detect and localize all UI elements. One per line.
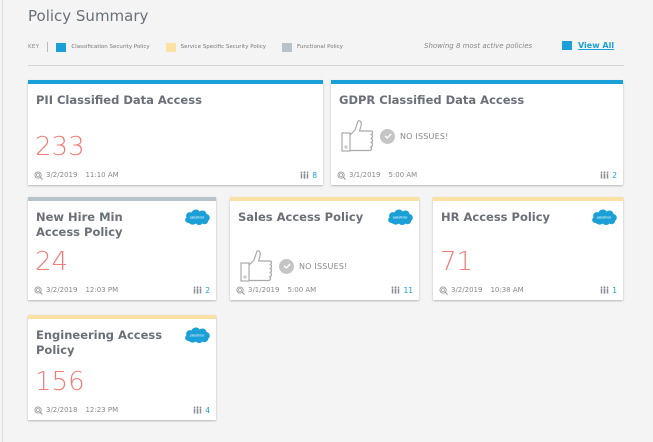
page-edge (2, 0, 3, 442)
scan-date: 3/2/2018 (46, 406, 78, 414)
users-group-icon (193, 406, 202, 414)
scan-date: 3/2/2019 (46, 286, 78, 294)
scan-time: 10:38 AM (490, 286, 524, 294)
policy-card-gdpr[interactable]: GDPR Classified Data Access NO ISSUES! 3… (331, 80, 623, 185)
users-count-link[interactable]: 2 (193, 286, 210, 295)
scan-time: 12:23 PM (85, 406, 119, 414)
issue-count: 233 (35, 132, 85, 162)
users-count[interactable]: 8 (312, 170, 317, 180)
users-count-link[interactable]: 4 (193, 406, 210, 415)
scan-time: 5:00 AM (388, 171, 418, 179)
showing-count-text: Showing 8 most active policies (424, 42, 533, 50)
scan-time: 11:10 AM (85, 171, 119, 179)
salesforce-cloud-icon (183, 207, 211, 226)
users-count-link[interactable]: 11 (391, 286, 413, 295)
legend-classification: Classification Security Policy (56, 42, 150, 52)
scan-clock-icon (439, 286, 448, 295)
legend-swatch-functional (282, 42, 293, 52)
users-count[interactable]: 2 (612, 170, 617, 180)
card-title: New Hire Min Access Policy (36, 210, 123, 239)
policy-card-new-hire[interactable]: New Hire Min Access Policy 24 3/2/2019 1… (28, 197, 216, 300)
legend-service-specific: Service Specific Security Policy (165, 42, 267, 52)
policy-card-hr[interactable]: HR Access Policy 71 3/2/2019 10:38 AM 1 (433, 197, 623, 300)
scan-clock-icon (34, 286, 43, 295)
issue-count: 24 (35, 247, 69, 277)
legend-label: Classification Security Policy (71, 44, 150, 50)
salesforce-cloud-icon (590, 207, 618, 226)
header-divider (28, 65, 624, 66)
scan-date: 3/2/2019 (46, 171, 78, 179)
card-footer: 3/2/2019 10:38 AM 1 (439, 285, 617, 295)
card-footer: 3/2/2018 12:23 PM 4 (34, 405, 210, 415)
no-issues-indicator: NO ISSUES! (240, 249, 348, 283)
scan-clock-icon (236, 286, 245, 295)
scan-clock-icon (34, 406, 43, 415)
thumbs-up-icon (341, 119, 375, 153)
card-footer: 3/2/2019 11:10 AM 8 (34, 170, 317, 180)
card-title: Sales Access Policy (238, 210, 364, 224)
card-title: GDPR Classified Data Access (339, 93, 525, 107)
issue-count: 156 (35, 367, 85, 397)
card-footer: 3/1/2019 5:00 AM 2 (337, 170, 617, 180)
check-circle-icon (380, 128, 395, 144)
card-footer: 3/2/2019 12:03 PM 2 (34, 285, 210, 295)
policy-card-pii[interactable]: PII Classified Data Access 233 3/2/2019 … (28, 80, 323, 185)
key-label: KEY (28, 44, 40, 50)
users-group-icon (193, 286, 202, 294)
policy-card-sales[interactable]: Sales Access Policy NO ISSUES! 3/1/2019 … (230, 197, 419, 300)
users-group-icon (600, 171, 609, 179)
users-count[interactable]: 1 (612, 285, 617, 295)
check-circle-icon (279, 258, 294, 274)
salesforce-cloud-icon (183, 325, 211, 344)
users-group-icon (391, 286, 400, 294)
scan-date: 3/1/2019 (248, 286, 280, 294)
users-count[interactable]: 11 (403, 285, 413, 295)
scan-date: 3/2/2019 (451, 286, 483, 294)
legend-functional: Functional Policy (282, 42, 343, 52)
salesforce-cloud-icon (386, 207, 414, 226)
users-count-link[interactable]: 8 (300, 171, 317, 180)
users-count-link[interactable]: 1 (600, 286, 617, 295)
users-group-icon (600, 286, 609, 294)
users-count-link[interactable]: 2 (600, 171, 617, 180)
users-group-icon (300, 171, 309, 179)
page-title: Policy Summary (28, 7, 149, 25)
legend-swatch-classification (56, 42, 67, 52)
users-count[interactable]: 2 (205, 285, 210, 295)
no-issues-indicator: NO ISSUES! (341, 119, 449, 153)
legend-label: Service Specific Security Policy (180, 44, 267, 50)
scan-time: 5:00 AM (287, 286, 317, 294)
card-footer: 3/1/2019 5:00 AM 11 (236, 285, 413, 295)
legend-swatch-service-specific (165, 42, 176, 52)
card-title: HR Access Policy (441, 210, 551, 224)
legend-bar: KEY Classification Security Policy Servi… (28, 40, 623, 54)
view-all-label[interactable]: View All (578, 41, 615, 50)
thumbs-up-icon (240, 249, 274, 283)
view-all-icon (562, 41, 572, 50)
scan-date: 3/1/2019 (349, 171, 381, 179)
view-all-link[interactable]: View All (562, 41, 614, 50)
scan-time: 12:03 PM (85, 286, 119, 294)
no-issues-text: NO ISSUES! (400, 131, 449, 141)
scan-clock-icon (337, 171, 346, 180)
issue-count: 71 (440, 247, 474, 277)
policy-card-engineering[interactable]: Engineering Access Policy 156 3/2/2018 1… (28, 315, 216, 420)
card-title: PII Classified Data Access (36, 93, 202, 107)
card-title: Engineering Access Policy (36, 328, 163, 357)
legend-label: Functional Policy (297, 44, 343, 50)
no-issues-text: NO ISSUES! (299, 261, 348, 271)
key-divider (47, 42, 49, 52)
scan-clock-icon (34, 171, 43, 180)
users-count[interactable]: 4 (205, 405, 210, 415)
